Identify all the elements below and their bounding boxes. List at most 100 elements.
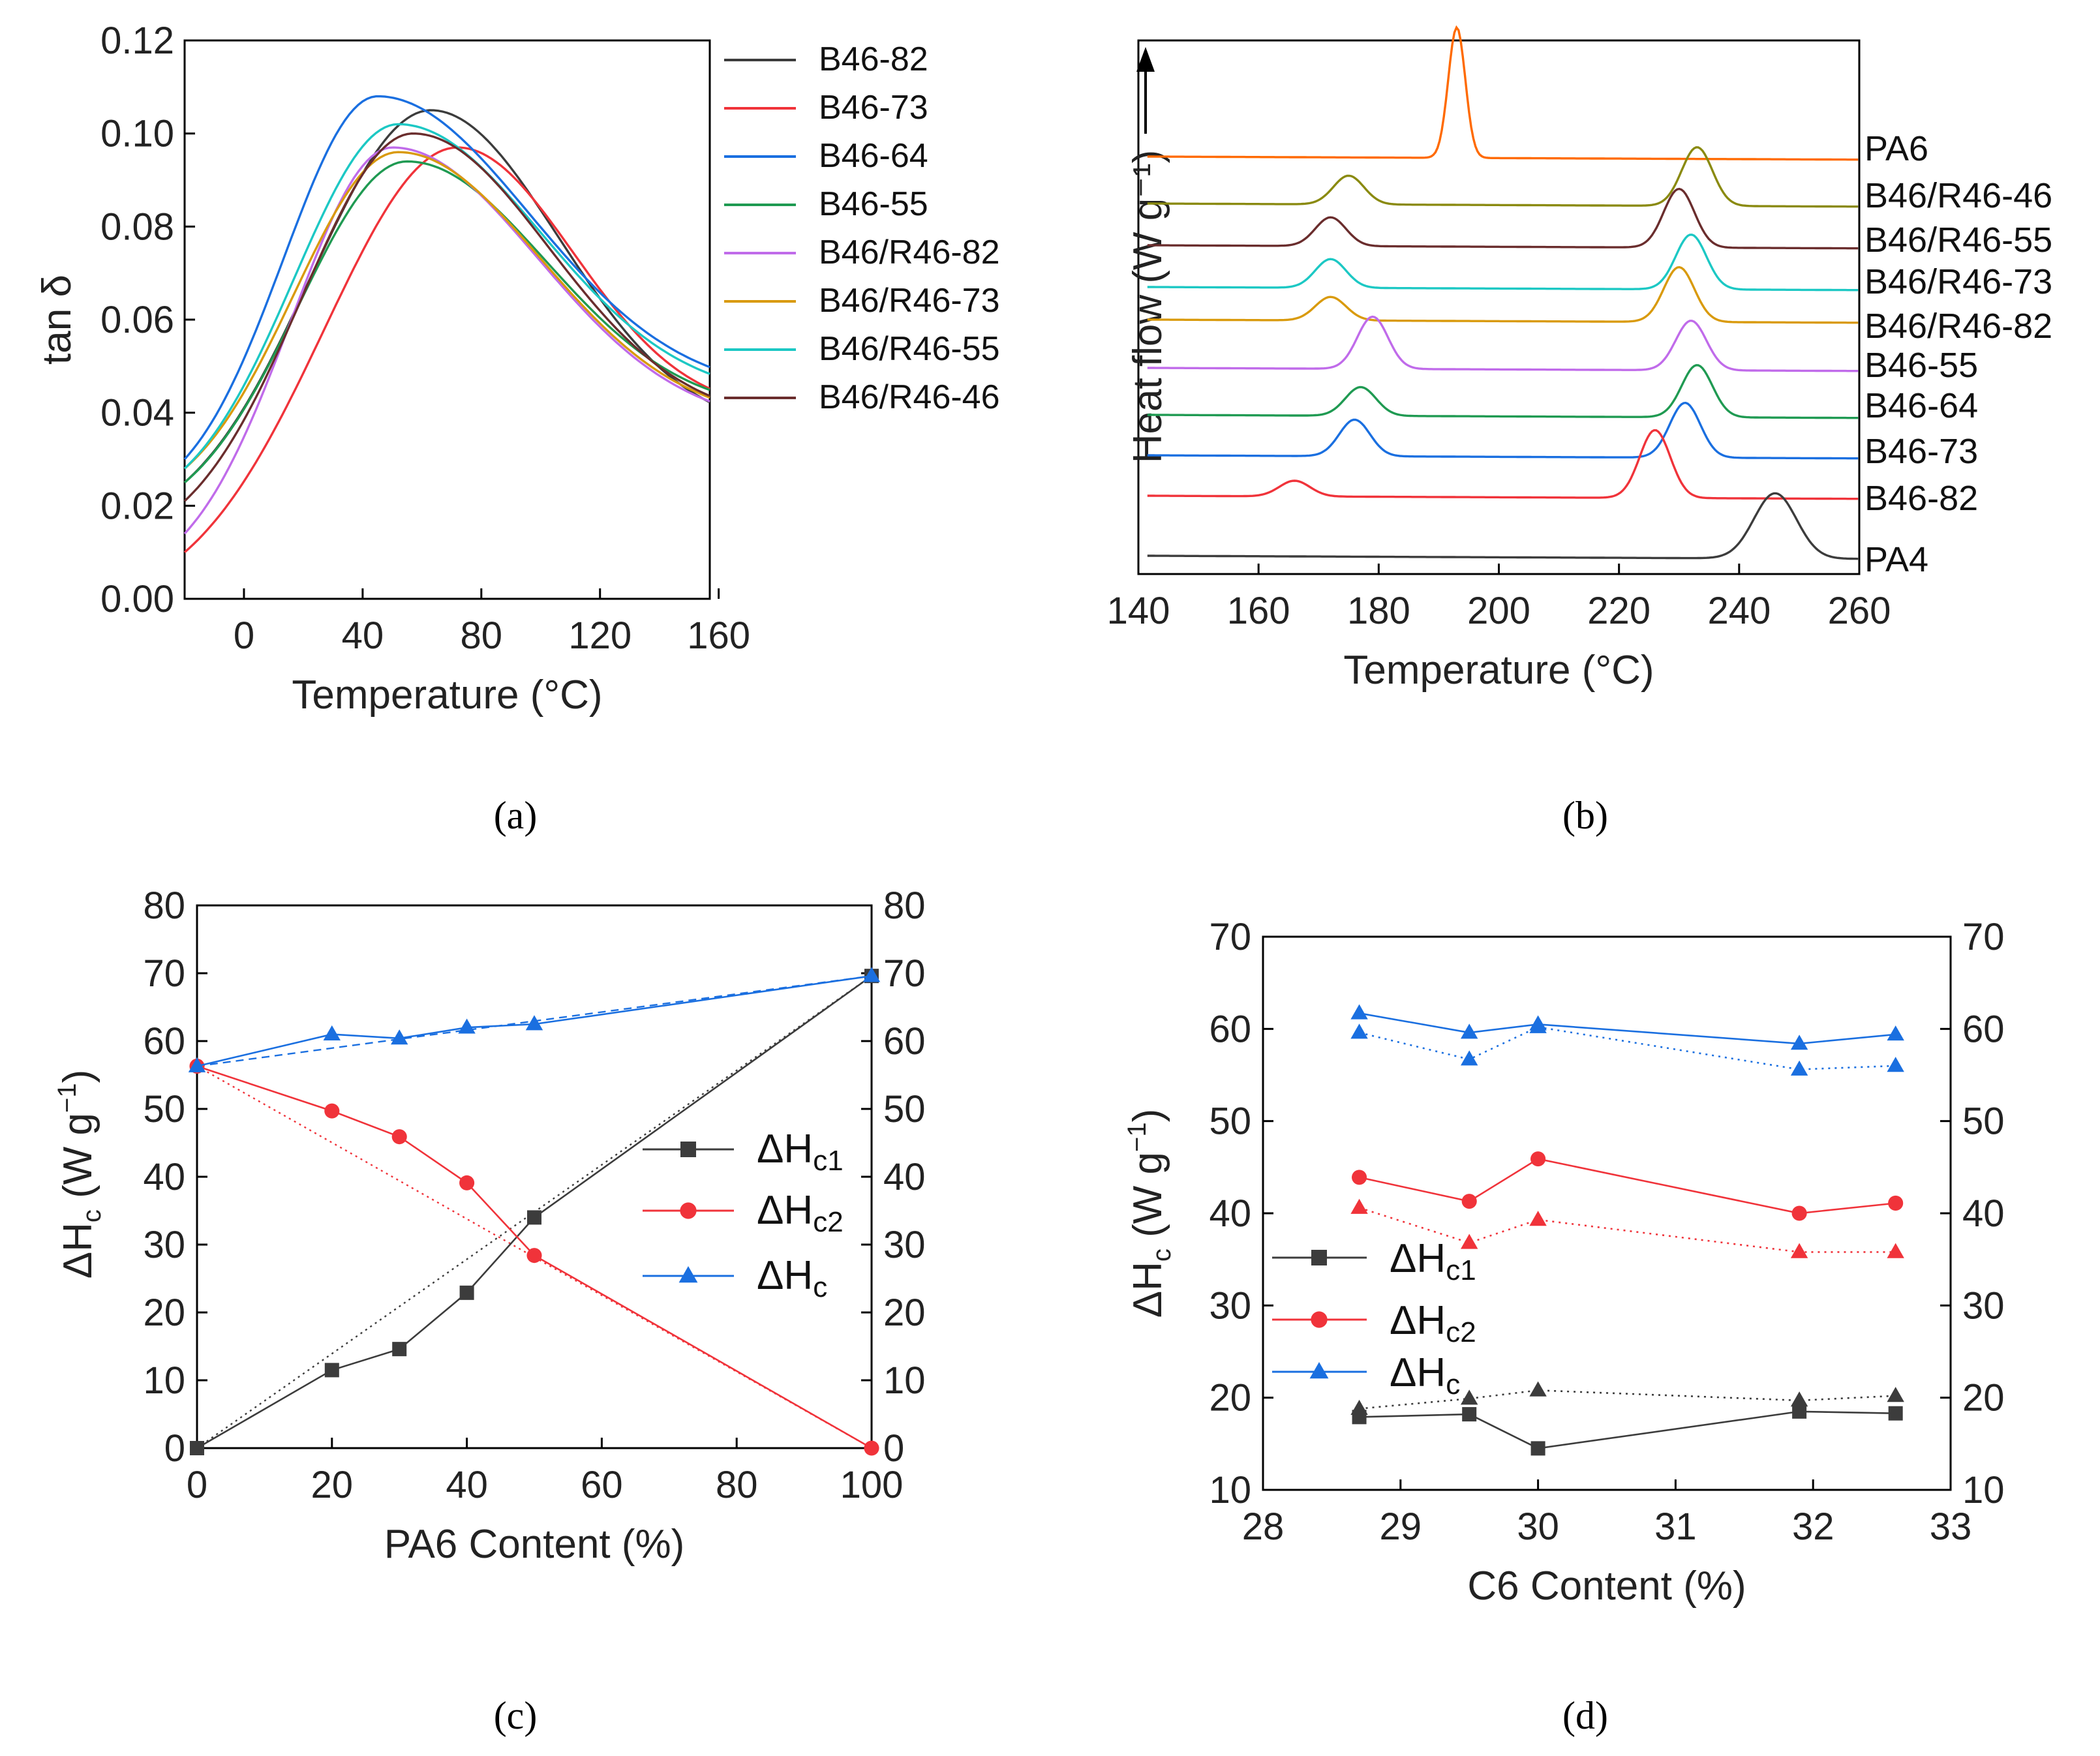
y-tick-label-right: 50 bbox=[883, 1088, 926, 1130]
legend-marker bbox=[678, 1266, 698, 1283]
y-axis-label: ΔHc (W g−1) bbox=[1123, 1109, 1176, 1318]
x-tick-label: 240 bbox=[1707, 590, 1771, 632]
x-axis-label: Temperature (°C) bbox=[1343, 648, 1654, 693]
data-point bbox=[1790, 1060, 1808, 1076]
trace-label: PA6 bbox=[1864, 129, 1928, 168]
legend-label: B46/R46-46 bbox=[819, 378, 1000, 416]
data-point bbox=[459, 1285, 474, 1300]
y-tick-label-right: 10 bbox=[1962, 1469, 2005, 1511]
series-line bbox=[1359, 1012, 1896, 1045]
legend-label: B46-73 bbox=[819, 89, 928, 127]
data-point bbox=[1790, 1035, 1808, 1050]
data-point bbox=[1887, 1057, 1904, 1072]
data-point bbox=[1791, 1205, 1807, 1221]
data-point bbox=[1350, 1023, 1368, 1039]
x-tick-label: 0 bbox=[234, 614, 254, 657]
legend-label: B46/R46-55 bbox=[819, 330, 1000, 368]
y-axis-label: ΔHc (W g−1) bbox=[53, 1070, 106, 1279]
y-axis-label: Heat flow (W g⁻¹) bbox=[1125, 150, 1170, 464]
data-point bbox=[1888, 1406, 1903, 1421]
y-tick-label: 0 bbox=[164, 1427, 185, 1470]
trace-line bbox=[1147, 146, 1859, 208]
x-axis-label: Temperature (°C) bbox=[292, 673, 602, 718]
x-tick-label: 260 bbox=[1828, 590, 1891, 632]
y-tick-label: 20 bbox=[143, 1292, 185, 1334]
y-tick-label: 60 bbox=[143, 1020, 185, 1063]
data-point bbox=[190, 1441, 204, 1455]
y-tick-label-right: 40 bbox=[883, 1156, 926, 1198]
plot-frame bbox=[1137, 39, 1861, 575]
series-line bbox=[1359, 1389, 1896, 1410]
data-point bbox=[392, 1342, 407, 1357]
trace-label: B46/R46-55 bbox=[1864, 220, 2052, 260]
data-point bbox=[324, 1363, 339, 1378]
series-line bbox=[183, 95, 710, 461]
data-point bbox=[1530, 1151, 1546, 1167]
data-point bbox=[1887, 1243, 1904, 1258]
data-point bbox=[1462, 1407, 1477, 1422]
y-tick-label-right: 80 bbox=[883, 885, 926, 927]
legend-label: ΔHc1 bbox=[1390, 1236, 1476, 1286]
series-line bbox=[1359, 1158, 1896, 1215]
x-tick-label: 33 bbox=[1930, 1506, 1972, 1548]
series-line bbox=[196, 1065, 872, 1449]
trace-line bbox=[1147, 364, 1859, 419]
plot-frame bbox=[196, 904, 873, 1449]
y-tick-label: 30 bbox=[1209, 1284, 1251, 1327]
y-tick-label: 50 bbox=[1209, 1100, 1251, 1143]
legend-label: B46/R46-73 bbox=[819, 282, 1000, 320]
data-point bbox=[1529, 1211, 1547, 1226]
y-tick-label: 0.06 bbox=[100, 299, 174, 341]
data-point bbox=[525, 1015, 543, 1031]
y-tick-label: 50 bbox=[143, 1088, 185, 1130]
trace-line bbox=[1147, 25, 1859, 161]
x-tick-label: 80 bbox=[716, 1464, 758, 1506]
data-point bbox=[1529, 1018, 1547, 1033]
y-tick-label: 20 bbox=[1209, 1377, 1251, 1419]
trace-label: PA4 bbox=[1864, 540, 1928, 579]
legend-marker bbox=[1311, 1311, 1328, 1328]
data-point bbox=[1350, 1399, 1368, 1415]
series-line bbox=[1359, 1026, 1896, 1070]
panel-b-label: (b) bbox=[1562, 794, 1608, 837]
data-point bbox=[1530, 1441, 1545, 1456]
x-tick-label: 31 bbox=[1654, 1506, 1697, 1548]
data-point bbox=[1461, 1050, 1478, 1066]
data-point bbox=[391, 1129, 407, 1145]
x-axis-label: PA6 Content (%) bbox=[384, 1522, 685, 1567]
y-tick-label: 60 bbox=[1209, 1008, 1251, 1050]
legend-label: B46-64 bbox=[819, 137, 928, 175]
series-line bbox=[183, 151, 710, 470]
data-point bbox=[1352, 1170, 1367, 1185]
y-axis-label: tan δ bbox=[35, 275, 80, 365]
x-tick-label: 0 bbox=[187, 1464, 207, 1506]
trace-label: B46-82 bbox=[1864, 479, 1978, 518]
trace-line bbox=[1147, 234, 1859, 292]
data-point bbox=[324, 1103, 340, 1119]
data-point bbox=[1790, 1391, 1808, 1407]
x-tick-label: 29 bbox=[1380, 1506, 1422, 1548]
x-tick-label: 40 bbox=[342, 614, 384, 657]
y-tick-label-right: 60 bbox=[1962, 1008, 2005, 1050]
y-tick-label: 0.10 bbox=[100, 113, 174, 155]
data-point bbox=[1792, 1404, 1807, 1419]
y-tick-label: 0.02 bbox=[100, 485, 174, 527]
panel-a-chart: 0 40 80 120 160 0.00 0.02 0.04 0.06 0.08 0.10 0.12 T… bbox=[35, 20, 1000, 718]
series-line bbox=[196, 975, 872, 1449]
legend-label: ΔHc1 bbox=[757, 1127, 844, 1177]
data-point bbox=[1887, 1025, 1904, 1041]
y-tick-label-right: 10 bbox=[883, 1359, 926, 1402]
y-tick-label: 40 bbox=[1209, 1192, 1251, 1235]
data-point bbox=[526, 1248, 542, 1264]
legend-label: ΔHc2 bbox=[1390, 1298, 1476, 1348]
legend-marker bbox=[1311, 1250, 1327, 1265]
panel-c-label: (c) bbox=[494, 1694, 538, 1737]
legend-label: B46/R46-82 bbox=[819, 234, 1000, 271]
data-point bbox=[1888, 1195, 1904, 1211]
data-point bbox=[1461, 1023, 1478, 1039]
x-tick-label: 120 bbox=[568, 614, 632, 657]
y-tick-label-right: 70 bbox=[883, 952, 926, 995]
y-tick-label: 30 bbox=[143, 1224, 185, 1266]
y-tick-label-right: 40 bbox=[1962, 1192, 2005, 1235]
